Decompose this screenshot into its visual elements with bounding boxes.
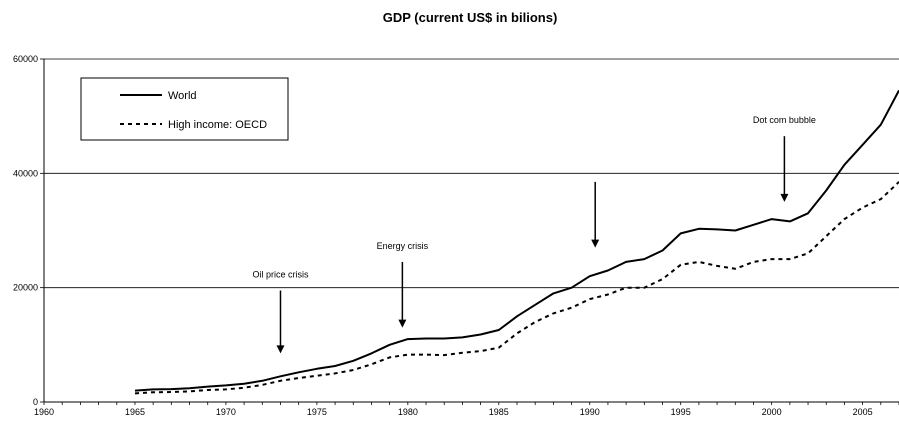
annotation-label-3: Dot com bubble xyxy=(753,115,816,125)
annotations: Oil price crisis Energy crisis Dot com bub… xyxy=(252,115,816,354)
annotation-arrow-head-0 xyxy=(276,345,285,354)
y-axis-ticks: 0 20000 40000 60000 xyxy=(13,54,44,407)
y-tick-label-3: 60000 xyxy=(13,54,38,64)
axes xyxy=(43,59,899,403)
x-tick-label-1: 1965 xyxy=(125,407,145,417)
x-tick-label-7: 1995 xyxy=(671,407,691,417)
series-line-high-income-oecd xyxy=(134,181,899,395)
annotation-arrow-head-2 xyxy=(591,239,600,248)
annotation-arrow-head-3 xyxy=(780,193,789,202)
x-tick-label-3: 1975 xyxy=(307,407,327,417)
x-tick-label-2: 1970 xyxy=(216,407,236,417)
y-tick-label-2: 40000 xyxy=(13,168,38,178)
gridlines xyxy=(44,58,899,289)
x-tick-label-9: 2005 xyxy=(853,407,873,417)
annotation-arrow-head-1 xyxy=(398,319,407,328)
legend-box xyxy=(80,77,289,141)
x-axis-ticks: 1960 1965 1970 1975 1980 1985 1990 1995 2000 2005 xyxy=(34,402,899,417)
legend-label-world: World xyxy=(168,90,197,102)
legend-label-oecd: High income: OECD xyxy=(168,119,267,131)
x-tick-label-8: 2000 xyxy=(762,407,782,417)
legend: World High income: OECD xyxy=(80,77,289,141)
chart-title: GDP (current US$ in bilions) xyxy=(383,10,558,25)
series-line-world xyxy=(134,89,899,392)
x-tick-label-4: 1980 xyxy=(398,407,418,417)
x-tick-label-6: 1990 xyxy=(580,407,600,417)
annotation-label-1: Energy crisis xyxy=(377,241,429,251)
series-lines xyxy=(134,89,899,395)
annotation-label-0: Oil price crisis xyxy=(252,270,309,280)
y-tick-label-1: 20000 xyxy=(13,283,38,293)
x-tick-label-5: 1985 xyxy=(489,407,509,417)
x-tick-label-0: 1960 xyxy=(34,407,54,417)
y-tick-label-0: 0 xyxy=(33,397,38,407)
